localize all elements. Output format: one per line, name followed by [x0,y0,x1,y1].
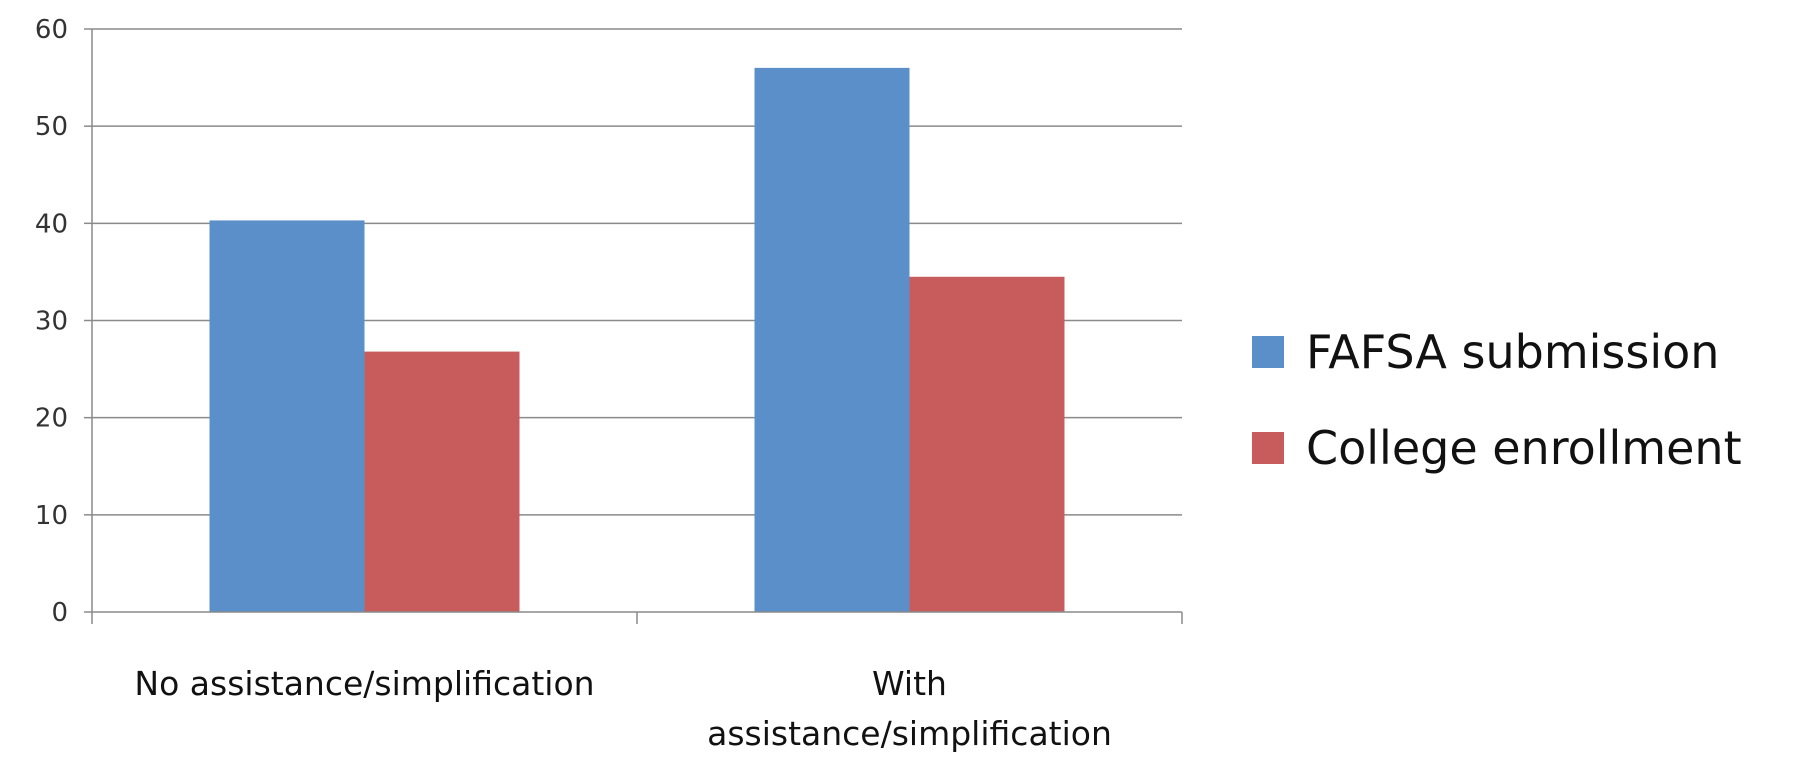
x-category-label: assistance/simplification [707,714,1112,753]
y-tick-label: 30 [35,307,68,337]
bars [209,67,1065,612]
bar-college-enrollment-2 [909,276,1065,612]
x-category-label: With [872,664,947,703]
bar-college-enrollment-1 [364,351,520,612]
y-tick-label: 0 [51,598,68,628]
y-tick-label: 50 [35,112,68,142]
legend-label-1: FAFSA submission [1306,325,1719,379]
legend: FAFSA submission College enrollment [1252,325,1742,475]
legend-swatch-2 [1252,432,1284,464]
y-axis-ticks: 0 10 20 30 40 50 60 [35,15,92,628]
x-category-label: No assistance/simplification [134,664,594,703]
legend-swatch-1 [1252,336,1284,368]
axes [91,29,1183,624]
y-tick-label: 40 [35,209,68,239]
x-axis-labels: No assistance/simplification With assistan… [134,664,1111,753]
y-tick-label: 60 [35,15,68,45]
y-tick-label: 20 [35,404,68,434]
y-tick-label: 10 [35,501,68,531]
bar-fafsa-submission-1 [209,220,365,612]
legend-label-2: College enrollment [1306,421,1742,475]
bar-fafsa-submission-2 [754,67,910,612]
